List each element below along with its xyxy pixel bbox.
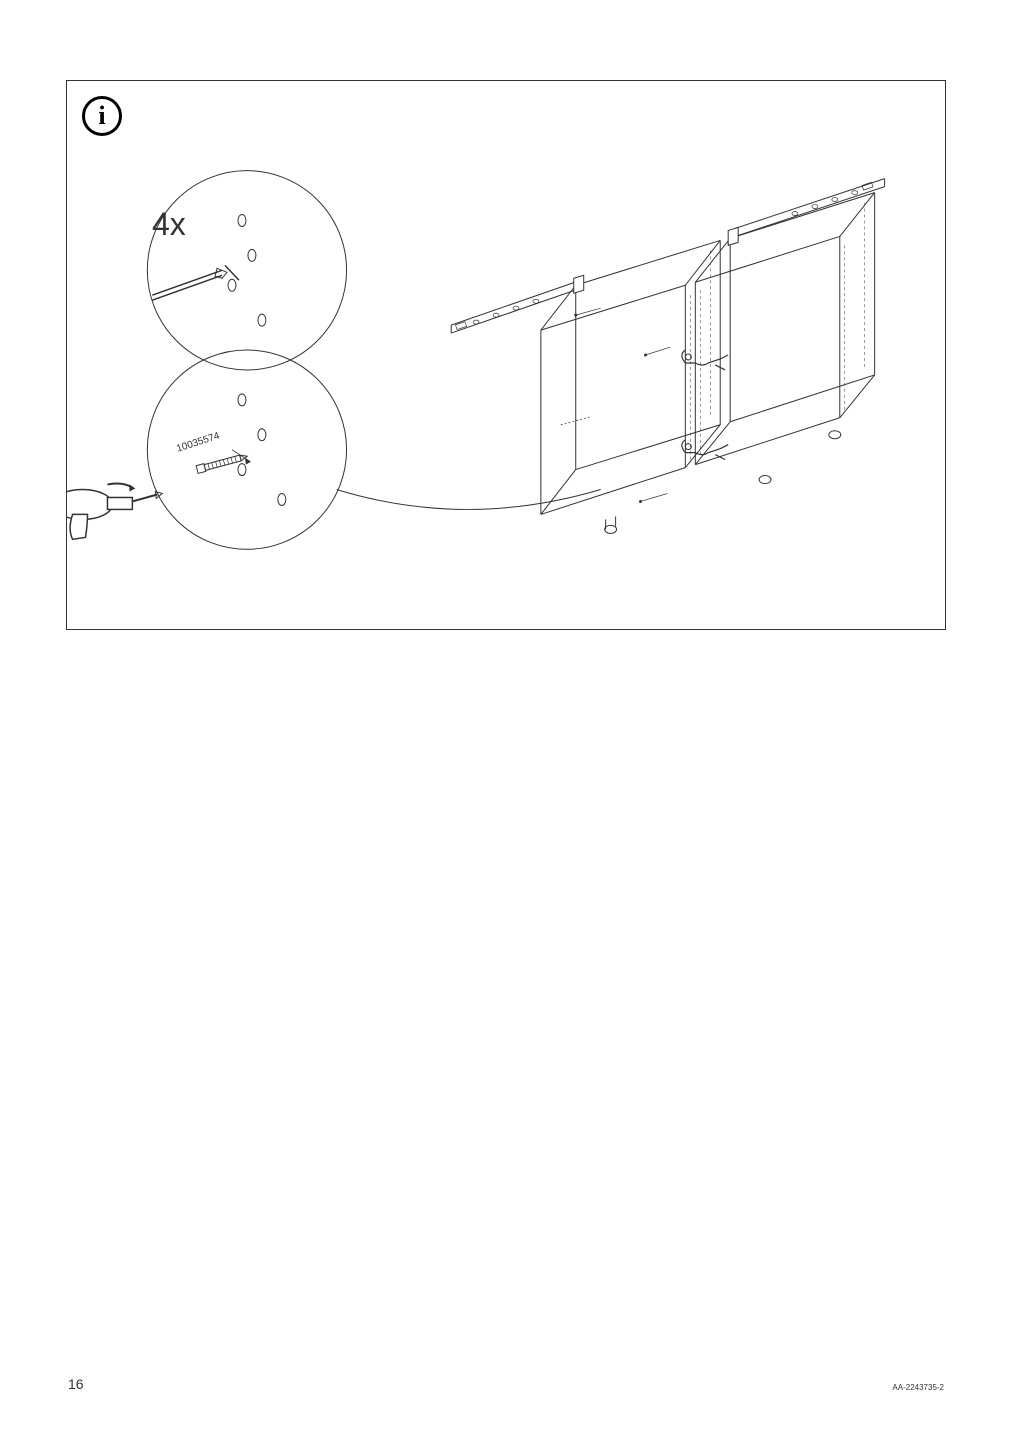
page-number: 16 (68, 1376, 84, 1392)
info-icon (82, 96, 122, 136)
document-id: AA-2243735-2 (892, 1383, 944, 1392)
quantity-label: 4x (152, 206, 186, 243)
page-container: 4x 10035574 (0, 0, 1012, 1432)
instruction-diagram: 4x 10035574 (66, 80, 946, 630)
technical-drawing (67, 81, 945, 629)
